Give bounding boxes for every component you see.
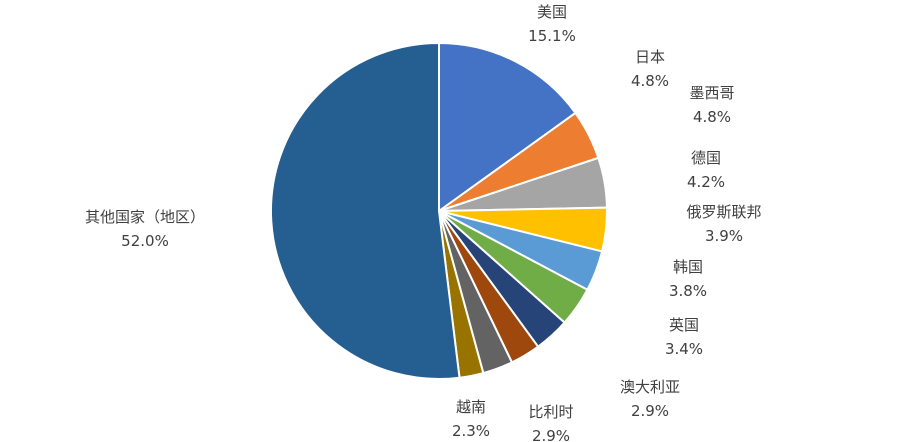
slice-label: 日本 4.8% [631, 48, 669, 90]
pie-slice [438, 42, 577, 212]
slice-label: 比利时 2.9% [528, 403, 573, 442]
slice-label-name: 英国 [669, 316, 699, 334]
slice-label-name: 德国 [691, 149, 721, 167]
slice-label: 俄罗斯联邦 3.9% [686, 203, 761, 245]
slice-label-name: 韩国 [673, 258, 703, 276]
slices-layer [270, 42, 608, 380]
pie-slice [270, 42, 461, 380]
slice-label-name: 俄罗斯联邦 [686, 203, 761, 221]
slice-label: 越南 2.3% [452, 398, 490, 440]
slice-label-name: 越南 [456, 398, 486, 416]
slice-label-value: 2.9% [532, 427, 570, 442]
slice-label-name: 墨西哥 [689, 84, 734, 102]
slice-label: 韩国 3.8% [669, 258, 707, 300]
slice-label-name: 比利时 [528, 403, 573, 421]
slice-label-value: 3.9% [705, 227, 743, 245]
slice-label-name: 其他国家（地区） [85, 208, 205, 226]
slice-label-value: 3.4% [665, 340, 703, 358]
slice-label: 澳大利亚 2.9% [620, 378, 680, 420]
slice-label-value: 3.8% [669, 282, 707, 300]
slice-label: 墨西哥 4.8% [689, 84, 734, 126]
slice-label-value: 4.2% [687, 173, 725, 191]
slice-label-value: 4.8% [693, 108, 731, 126]
slice-label-name: 澳大利亚 [620, 378, 680, 396]
slice-label: 美国 15.1% [528, 3, 576, 45]
slice-label: 英国 3.4% [665, 316, 703, 358]
slice-label-value: 52.0% [121, 232, 169, 250]
slice-label-value: 15.1% [528, 27, 576, 45]
slice-label-name: 日本 [635, 48, 665, 66]
slice-label-value: 4.8% [631, 72, 669, 90]
slice-label-value: 2.9% [631, 402, 669, 420]
labels-layer: 美国 15.1% 日本 4.8% 墨西哥 4.8% 德国 4.2% 俄罗斯联邦 3.9%韩国 3.8… [85, 3, 762, 442]
slice-label-name: 美国 [537, 3, 567, 21]
slice-label-value: 2.3% [452, 422, 490, 440]
slice-label: 其他国家（地区） 52.0% [85, 208, 205, 250]
slice-label: 德国 4.2% [687, 149, 725, 191]
